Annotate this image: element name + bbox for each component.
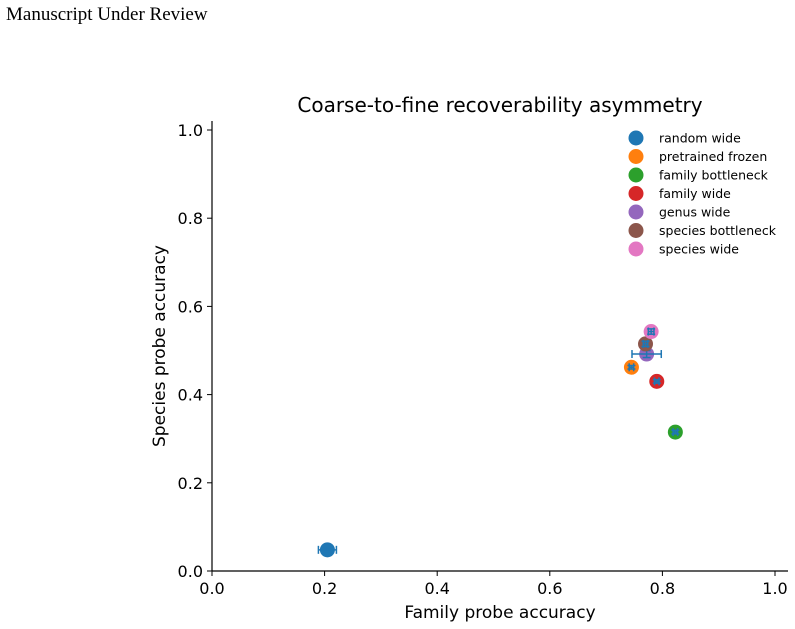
legend-marker — [628, 149, 644, 164]
y-tick-label: 1.0 — [178, 121, 203, 140]
x-ticks: 0.0 0.2 0.4 0.6 0.8 1.0 — [199, 571, 788, 598]
series-family-wide — [649, 373, 665, 389]
legend-item: family bottleneck — [628, 167, 769, 183]
y-tick-label: 0.6 — [178, 297, 203, 316]
axes — [211, 121, 788, 572]
x-tick-label: 0.4 — [424, 579, 449, 598]
series-species-bottleneck — [638, 336, 654, 352]
y-tick-label: 0.8 — [178, 209, 203, 228]
chart-title: Coarse-to-fine recoverability asymmetry — [297, 93, 702, 117]
legend-item: random wide — [628, 130, 741, 146]
legend-item: species bottleneck — [628, 223, 777, 238]
legend-label: genus wide — [659, 205, 731, 220]
legend-label: random wide — [659, 131, 741, 146]
y-axis-label: Species probe accuracy — [150, 245, 170, 447]
x-tick-label: 0.8 — [650, 579, 675, 598]
legend-label: pretrained frozen — [659, 149, 767, 164]
legend-item: pretrained frozen — [628, 149, 767, 164]
series-family-bottleneck — [667, 424, 683, 440]
y-ticks: 0.0 0.2 0.4 0.6 0.8 1.0 — [178, 121, 212, 581]
legend-item: genus wide — [628, 204, 731, 220]
data-points — [317, 324, 683, 558]
y-tick-label: 0.2 — [178, 474, 203, 493]
legend-label: species bottleneck — [659, 223, 777, 238]
legend-item: species wide — [628, 241, 739, 257]
x-tick-label: 0.6 — [537, 579, 562, 598]
x-tick-label: 0.0 — [199, 579, 224, 598]
legend-label: species wide — [659, 242, 739, 257]
legend-marker — [628, 241, 644, 257]
x-tick-label: 1.0 — [762, 579, 787, 598]
x-tick-label: 0.2 — [312, 579, 337, 598]
series-species-wide — [643, 324, 659, 340]
series-pretrained-frozen — [623, 359, 639, 375]
legend-marker — [628, 130, 644, 146]
legend-marker — [628, 186, 644, 201]
series-random-wide — [317, 542, 338, 558]
legend-label: family wide — [659, 186, 731, 201]
x-axis-label: Family probe accuracy — [404, 603, 595, 623]
legend-marker — [628, 167, 644, 183]
legend-label: family bottleneck — [659, 168, 769, 183]
legend-marker — [628, 223, 644, 238]
y-tick-label: 0.0 — [178, 562, 203, 581]
legend: random wide pretrained frozen family bottl… — [628, 130, 777, 257]
manuscript-header: Manuscript Under Review — [6, 4, 208, 25]
legend-marker — [628, 204, 644, 220]
y-tick-label: 0.4 — [178, 386, 203, 405]
legend-item: family wide — [628, 186, 731, 201]
